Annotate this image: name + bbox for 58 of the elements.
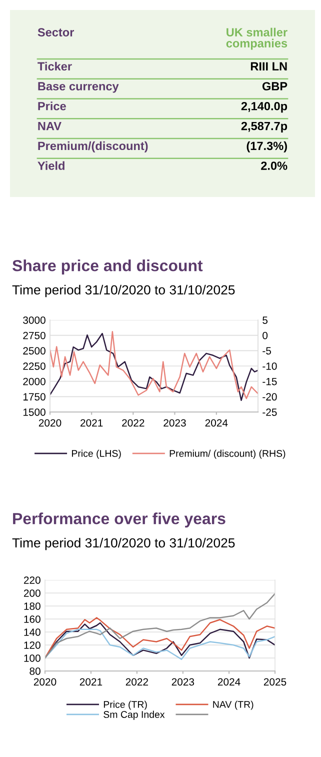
category-label: Yield	[38, 161, 64, 170]
y-tick-label: 2250	[23, 362, 46, 370]
x-tick-label: 2024	[218, 678, 240, 686]
y2-tick-label: -25	[262, 408, 277, 416]
y2-tick-label: -10	[262, 362, 277, 370]
line-series	[45, 593, 275, 659]
y-tick-label: 1750	[23, 393, 46, 401]
y-tick-label: 200	[24, 590, 40, 597]
y-tick-label: 3000	[23, 316, 46, 324]
legend-label: Sm Cap Index	[104, 710, 165, 720]
x-tick-label: 2020	[34, 678, 56, 686]
legend-label: Price (TR)	[104, 700, 147, 710]
x-tick-label: 2023	[164, 419, 186, 427]
chart-title: Performance over five years	[13, 512, 226, 528]
y-tick-label: 220	[24, 576, 40, 584]
legend-label: Price (LHS)	[72, 450, 121, 459]
y-tick-label: 1500	[23, 408, 46, 416]
category-label: Premium/(discount)	[38, 141, 148, 152]
y-tick-label: 120	[24, 642, 40, 649]
text: 2,587.7p	[241, 122, 288, 133]
y2-tick-label: 0	[262, 332, 268, 340]
x-tick-label: 2020	[38, 419, 62, 427]
y-tick-label: 100	[24, 654, 40, 662]
x-tick-label: 2025	[264, 678, 286, 686]
y-tick-label: 140	[24, 628, 40, 636]
category-label: Ticker	[38, 62, 72, 71]
category-label: Price	[38, 102, 66, 110]
y2-tick-label: -20	[262, 393, 277, 401]
text: RIII LN	[250, 62, 287, 70]
x-tick-label: 2021	[80, 419, 103, 427]
x-tick-label: 2021	[80, 678, 102, 686]
y-tick-label: 2000	[23, 378, 46, 386]
y-tick-label: 180	[24, 602, 40, 610]
y-tick-label: 2500	[23, 347, 46, 355]
y2-tick-label: -15	[262, 378, 277, 386]
x-tick-label: 2024	[205, 419, 228, 427]
chart-title: Share price and discount	[12, 260, 203, 274]
category-label: NAV	[38, 122, 62, 130]
y-tick-label: 160	[24, 616, 40, 623]
x-tick-label: 2023	[172, 678, 194, 686]
chart-subtitle: Time period 31/10/2020 to 31/10/2025	[12, 538, 235, 550]
category-label: Sector	[38, 28, 74, 36]
text: GBP	[262, 82, 288, 90]
category-label: Base currency	[38, 82, 119, 93]
legend-label: NAV (TR)	[213, 700, 254, 710]
y-tick-label: 80	[30, 668, 40, 675]
y-tick-label: 2750	[23, 332, 46, 340]
chart-subtitle: Time period 31/10/2020 to 31/10/2025	[12, 284, 235, 298]
text: (17.3%)	[246, 141, 287, 152]
x-tick-label: 2022	[126, 678, 148, 686]
y2-tick-label: -5	[262, 347, 271, 355]
text: 2.0%	[261, 162, 288, 170]
text: UK smaller companies	[226, 28, 288, 50]
x-tick-label: 2022	[122, 419, 144, 427]
legend-label: Premium/ (discount) (RHS)	[170, 450, 286, 459]
y2-tick-label: 5	[262, 316, 268, 324]
text: 2,140.0p	[241, 102, 288, 113]
line-series	[45, 628, 275, 660]
